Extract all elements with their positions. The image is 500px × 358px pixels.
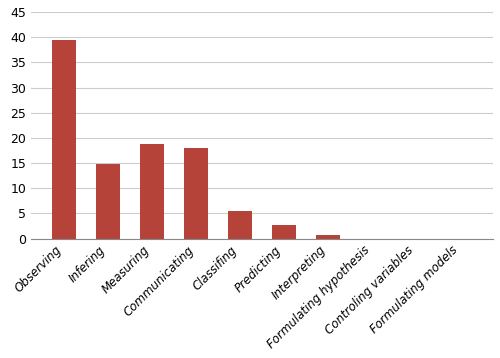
- Bar: [272, 224, 296, 239]
- Bar: [140, 144, 164, 239]
- Bar: [184, 148, 208, 239]
- Bar: [96, 164, 120, 239]
- Bar: [316, 235, 340, 239]
- Bar: [228, 212, 252, 239]
- Bar: [52, 40, 76, 239]
